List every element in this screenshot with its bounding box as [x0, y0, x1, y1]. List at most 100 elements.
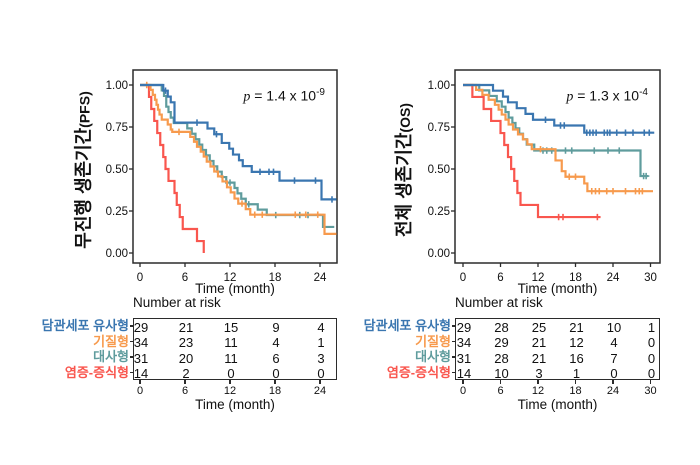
risk-row-tick: [451, 371, 455, 373]
pfs-risk-table-group-labels: 담관세포 유사형 기질형 대사형 염증-증식형: [0, 318, 133, 380]
risk-count: 29: [133, 319, 149, 335]
x-tick-label: 6: [497, 272, 503, 284]
plot-border: [132, 69, 338, 264]
risk-axis-tick-label: 12: [223, 385, 237, 397]
risk-count: 28: [494, 350, 509, 366]
risk-axis-tick: [184, 380, 186, 384]
x-tick-label: 18: [269, 272, 282, 284]
inflammatory-proliferative-survival-curve: [463, 83, 601, 219]
risk-row-tick: [129, 371, 133, 373]
risk-count: 2: [182, 366, 190, 381]
risk-row-tick: [451, 325, 455, 327]
y-tick-label: 0.50: [428, 164, 450, 176]
x-tick-label: 30: [644, 272, 657, 284]
risk-count: 21: [531, 335, 547, 350]
risk-axis-tick: [612, 380, 614, 384]
os-risk-x-axis-label: Time (month): [517, 397, 598, 412]
pfs-y-title-text: 무진행 생존기간: [73, 127, 94, 249]
risk-axis-tick-label: 18: [569, 385, 582, 397]
risk-count: 15: [223, 319, 239, 335]
risk-count: 1: [647, 319, 656, 335]
x-tick-label: 12: [224, 272, 237, 284]
risk-count: 0: [227, 366, 235, 381]
y-tick-label: 0.50: [106, 164, 128, 176]
risk-count: 23: [178, 335, 194, 350]
x-tick-label: 12: [532, 272, 545, 284]
pfs-p-value: p = 1.4 x 10-9: [195, 87, 325, 106]
risk-axis-tick: [139, 380, 141, 384]
risk-group-label-inflammatory-proliferative: 염증-증식형: [64, 364, 129, 380]
risk-count: 25: [531, 319, 547, 335]
risk-count: 31: [456, 350, 472, 366]
risk-count: 14: [133, 366, 149, 381]
y-tick-label: 0.00: [428, 248, 450, 260]
risk-axis-tick: [229, 380, 231, 384]
pfs-risk-table-axis: 0 6 12 18 24: [0, 380, 350, 420]
risk-count: 4: [610, 335, 618, 350]
risk-count: 4: [272, 335, 280, 350]
x-tick-label: 24: [314, 272, 327, 284]
y-tick-label: 0.00: [106, 248, 128, 260]
risk-group-label-inflammatory-proliferative: 염증-증식형: [386, 364, 451, 380]
y-tick-label: 0.75: [106, 122, 128, 134]
risk-axis-tick: [574, 380, 577, 384]
risk-axis-tick: [499, 380, 502, 384]
risk-count: 6: [272, 350, 280, 366]
risk-count: 10: [494, 366, 509, 381]
risk-count: 34: [456, 335, 472, 350]
risk-axis-tick-label: 30: [644, 385, 657, 397]
pfs-risk-table-title: Number at risk: [133, 295, 221, 310]
p-value-exponent: -4: [639, 87, 648, 98]
risk-axis-tick: [319, 380, 321, 384]
risk-axis-tick: [462, 380, 464, 384]
risk-axis-tick-label: 24: [313, 385, 327, 397]
os-risk-table-axis: 0 6 12 18 24 30: [340, 380, 680, 420]
p-value-exponent: -9: [316, 87, 325, 98]
risk-count: 9: [272, 319, 280, 335]
risk-axis-tick: [274, 380, 276, 384]
risk-group-label-cholangiocyte-like: 담관세포 유사형: [363, 318, 451, 333]
os-risk-table-title: Number at risk: [455, 295, 543, 310]
risk-count: 0: [272, 366, 280, 381]
os-y-title-suffix: (OS): [397, 103, 413, 133]
pfs-risk-x-axis-label: Time (month): [195, 397, 275, 412]
risk-axis-tick-label: 12: [531, 385, 545, 397]
y-tick-label: 1.00: [106, 80, 128, 92]
risk-axis-tick-label: 6: [497, 385, 504, 397]
risk-count: 1: [572, 366, 581, 381]
inflammatory-proliferative-survival-curve: [140, 83, 205, 253]
p-symbol: p: [243, 89, 251, 105]
os-y-title-text: 전체 생존기간: [394, 132, 414, 237]
risk-count: 4: [317, 319, 325, 335]
cholangiocyte-like-censor-marks: [542, 116, 653, 136]
p-symbol: p: [566, 89, 574, 105]
risk-axis-tick: [537, 380, 539, 384]
inflammatory-proliferative-censor-marks: [555, 213, 601, 221]
risk-count: 28: [494, 319, 509, 335]
pfs-y-title-suffix: (PFS): [76, 91, 93, 128]
y-tick-label: 0.25: [428, 206, 450, 218]
risk-count: 21: [569, 319, 584, 335]
risk-count: 0: [610, 366, 618, 381]
risk-group-label-metabolic: 대사형: [415, 349, 451, 364]
risk-count: 12: [569, 335, 584, 350]
risk-axis-tick-label: 0: [459, 385, 467, 397]
stromal-censor-marks: [537, 145, 646, 195]
risk-axis-tick-label: 6: [181, 385, 189, 397]
risk-count: 3: [535, 366, 543, 381]
pfs-y-axis-title: 무진행 생존기간(PFS): [55, 70, 110, 270]
x-tick-label: 0: [137, 272, 143, 284]
pfs-x-axis-label: Time (month): [195, 281, 275, 296]
os-p-value: p = 1.3 x 10-4: [518, 87, 648, 106]
risk-count: 16: [569, 350, 584, 366]
y-tick-label: 1.00: [428, 80, 450, 92]
risk-count: 11: [224, 335, 238, 350]
os-y-axis-title: 전체 생존기간(OS): [377, 70, 429, 270]
metabolic-censor-marks: [226, 179, 312, 219]
os-risk-table-group-labels: 담관세포 유사형 기질형 대사형 염증-증식형: [340, 318, 455, 380]
risk-group-label-cholangiocyte-like: 담관세포 유사형: [41, 318, 129, 333]
risk-count: 29: [456, 319, 472, 335]
risk-count: 1: [317, 335, 325, 350]
risk-row-tick: [451, 356, 455, 358]
